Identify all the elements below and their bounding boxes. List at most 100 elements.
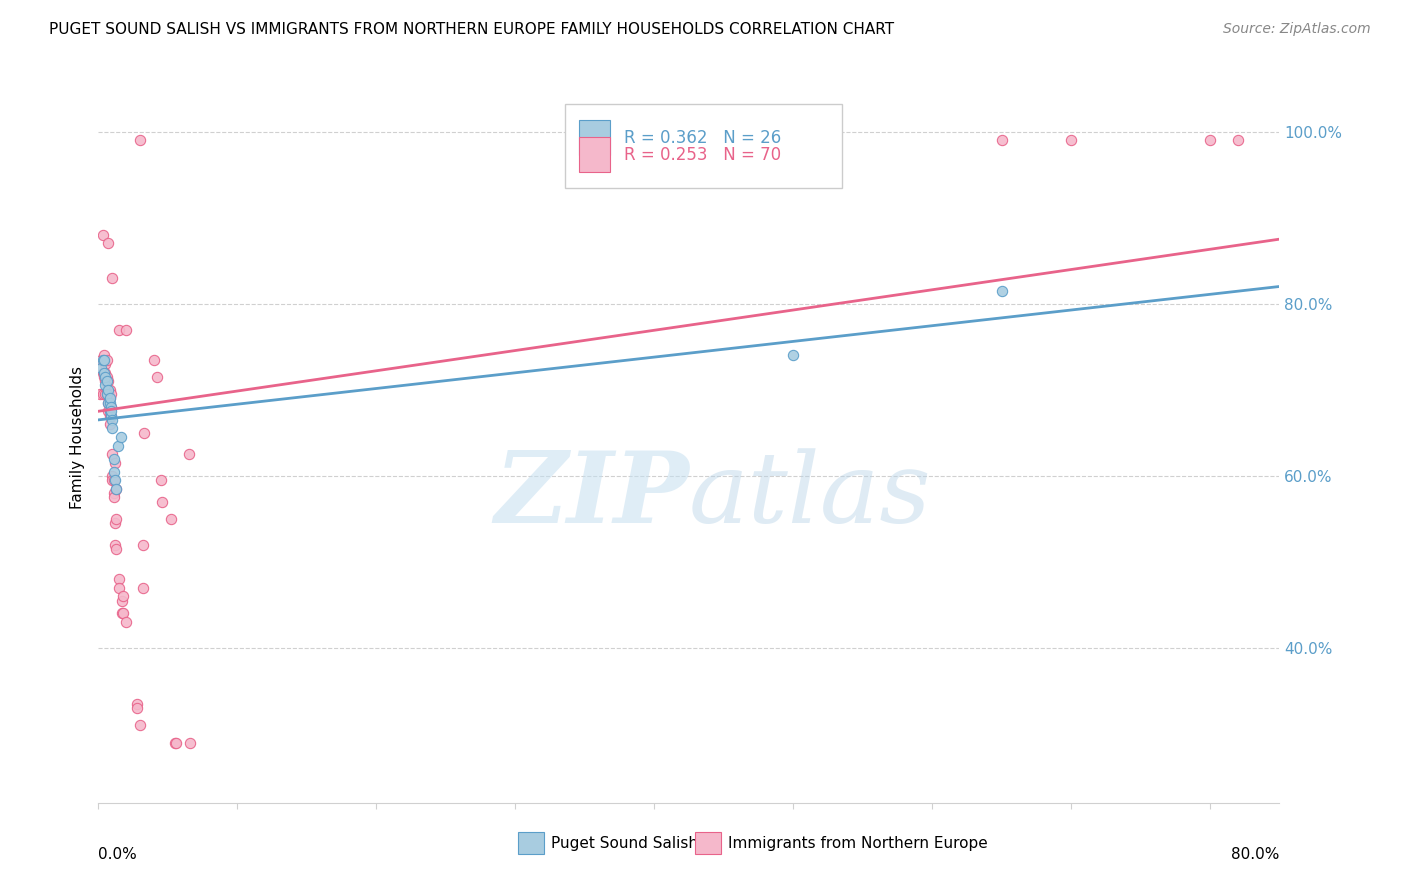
Point <box>100 409 122 423</box>
Point <box>103 473 125 487</box>
Point <box>146 369 169 384</box>
Bar <box>579 137 610 172</box>
Point <box>115 322 138 336</box>
Point <box>96 387 118 401</box>
Point <box>132 581 155 595</box>
Point <box>97 395 120 409</box>
Point <box>1199 133 1222 147</box>
Bar <box>517 832 544 854</box>
Point <box>91 387 114 401</box>
Point <box>98 392 121 406</box>
Point <box>90 361 112 376</box>
Point <box>101 413 124 427</box>
Y-axis label: Family Households: Family Households <box>70 366 86 508</box>
Point <box>100 400 122 414</box>
Point <box>98 409 121 423</box>
Text: 0.0%: 0.0% <box>98 847 138 862</box>
Point <box>990 133 1012 147</box>
Point <box>96 352 118 367</box>
Point <box>94 369 117 384</box>
Point <box>94 387 117 401</box>
Point <box>159 512 181 526</box>
Point <box>105 482 128 496</box>
Point <box>93 366 115 380</box>
Point <box>98 417 121 432</box>
Point <box>98 395 121 409</box>
Point <box>165 735 187 749</box>
Bar <box>695 832 721 854</box>
Point <box>96 369 118 384</box>
Point <box>105 512 128 526</box>
Point <box>90 352 112 367</box>
Point <box>103 486 125 500</box>
Point <box>97 383 120 397</box>
Text: Source: ZipAtlas.com: Source: ZipAtlas.com <box>1223 22 1371 37</box>
Point <box>98 383 121 397</box>
Point <box>134 425 156 440</box>
Point <box>110 430 132 444</box>
Point <box>108 322 131 336</box>
Point <box>101 468 124 483</box>
Point <box>782 348 804 362</box>
Point <box>94 374 117 388</box>
Point <box>100 400 122 414</box>
Point <box>101 447 124 461</box>
Point <box>115 615 138 629</box>
Point <box>96 383 118 397</box>
Text: ZIP: ZIP <box>494 448 689 544</box>
Point <box>127 701 149 715</box>
Point <box>93 369 115 384</box>
Point <box>104 456 127 470</box>
Point <box>163 735 186 749</box>
Point <box>112 589 135 603</box>
Point <box>98 392 121 406</box>
Text: Puget Sound Salish: Puget Sound Salish <box>551 836 697 851</box>
Point <box>103 451 125 466</box>
Point <box>89 387 111 401</box>
Point <box>177 447 200 461</box>
Point <box>990 284 1012 298</box>
Point <box>104 538 127 552</box>
Point <box>129 718 152 732</box>
Point <box>97 404 120 418</box>
Point <box>101 473 124 487</box>
Point <box>1060 133 1083 147</box>
Point <box>94 366 117 380</box>
Point <box>107 439 129 453</box>
Point <box>101 271 124 285</box>
Point <box>97 395 120 409</box>
Point <box>108 572 131 586</box>
Point <box>100 404 122 418</box>
Point <box>96 387 118 401</box>
Point <box>108 581 131 595</box>
Point <box>91 366 114 380</box>
Point <box>129 133 152 147</box>
Text: R = 0.362   N = 26: R = 0.362 N = 26 <box>624 129 782 147</box>
Point <box>101 421 124 435</box>
Point <box>100 409 122 423</box>
Text: PUGET SOUND SALISH VS IMMIGRANTS FROM NORTHERN EUROPE FAMILY HOUSEHOLDS CORRELAT: PUGET SOUND SALISH VS IMMIGRANTS FROM NO… <box>49 22 894 37</box>
Point <box>1226 133 1249 147</box>
Point <box>93 348 115 362</box>
Point <box>93 366 115 380</box>
Point <box>98 404 121 418</box>
Bar <box>579 120 610 155</box>
Point <box>97 236 120 251</box>
Point <box>149 473 172 487</box>
Point <box>103 465 125 479</box>
Point <box>179 735 201 749</box>
Point <box>91 352 114 367</box>
Point <box>97 387 120 401</box>
Point <box>105 541 128 556</box>
Text: atlas: atlas <box>689 448 932 543</box>
Point <box>103 491 125 505</box>
Point <box>96 374 118 388</box>
Text: R = 0.253   N = 70: R = 0.253 N = 70 <box>624 145 782 164</box>
Point <box>111 607 134 621</box>
Point <box>94 378 117 392</box>
Point <box>112 607 135 621</box>
Text: Immigrants from Northern Europe: Immigrants from Northern Europe <box>728 836 987 851</box>
Point <box>105 482 128 496</box>
Point <box>104 473 127 487</box>
Point <box>94 357 117 371</box>
